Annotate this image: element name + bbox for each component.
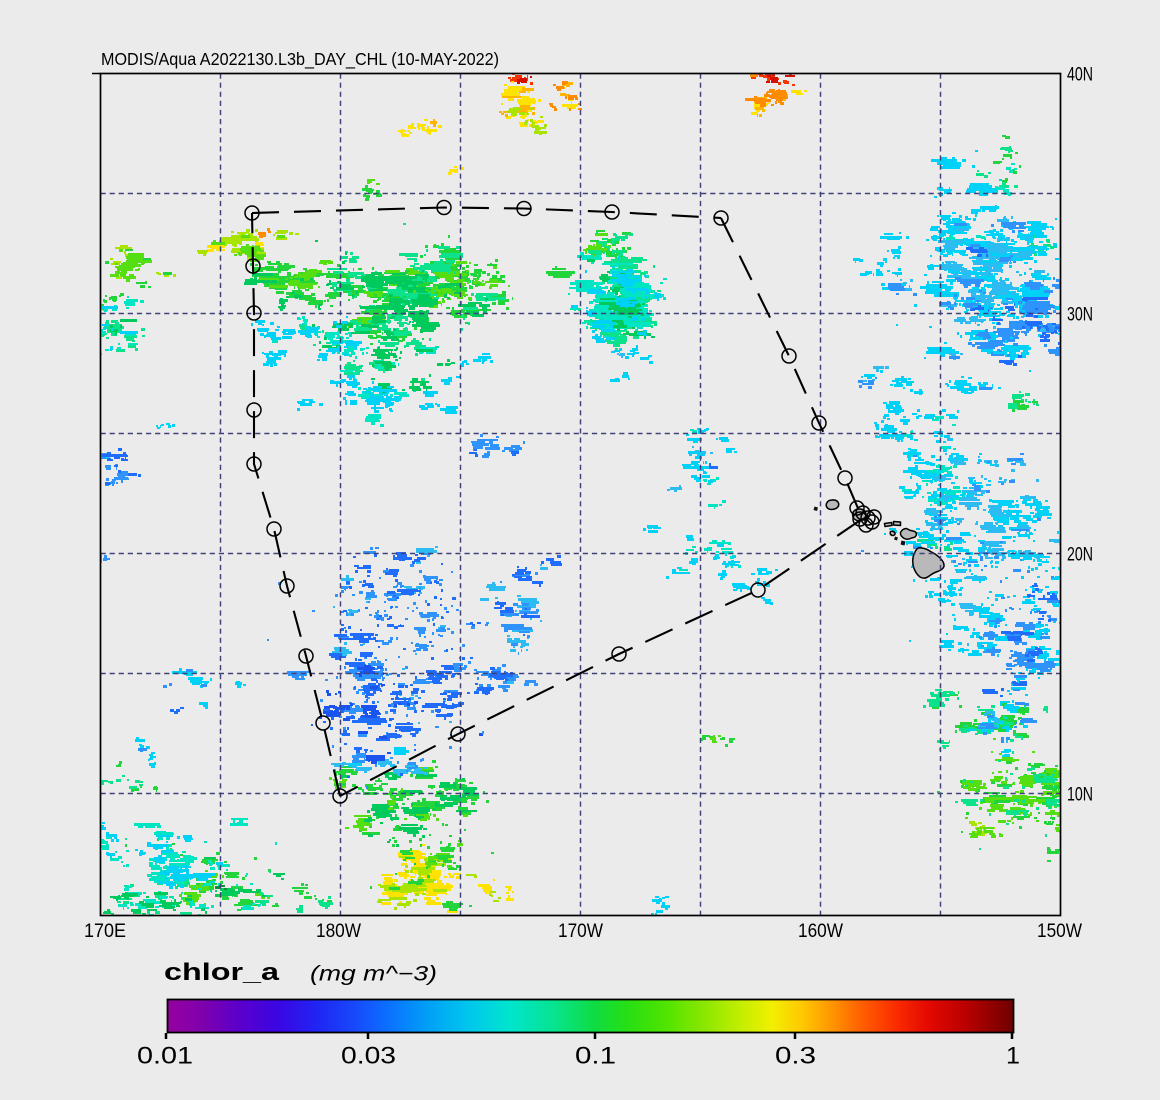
svg-text:170E: 170E — [84, 921, 126, 942]
svg-text:40N: 40N — [1067, 65, 1093, 86]
svg-text:0.01: 0.01 — [137, 1043, 193, 1070]
svg-text:0.3: 0.3 — [775, 1043, 816, 1070]
svg-text:MODIS/Aqua A2022130.L3b_DAY_CH: MODIS/Aqua A2022130.L3b_DAY_CHL (10-MAY-… — [101, 49, 499, 69]
svg-text:(mg m^−3): (mg m^−3) — [310, 963, 437, 986]
svg-text:150W: 150W — [1037, 921, 1082, 942]
svg-text:10N: 10N — [1067, 785, 1093, 806]
svg-text:0.03: 0.03 — [341, 1043, 396, 1070]
svg-text:0.1: 0.1 — [575, 1043, 616, 1070]
svg-text:170W: 170W — [558, 921, 603, 942]
svg-text:30N: 30N — [1067, 305, 1093, 326]
svg-text:20N: 20N — [1067, 545, 1093, 566]
svg-text:chlor_a: chlor_a — [164, 959, 280, 986]
svg-text:180W: 180W — [316, 921, 361, 942]
svg-text:1: 1 — [1006, 1043, 1020, 1070]
svg-text:160W: 160W — [798, 921, 843, 942]
